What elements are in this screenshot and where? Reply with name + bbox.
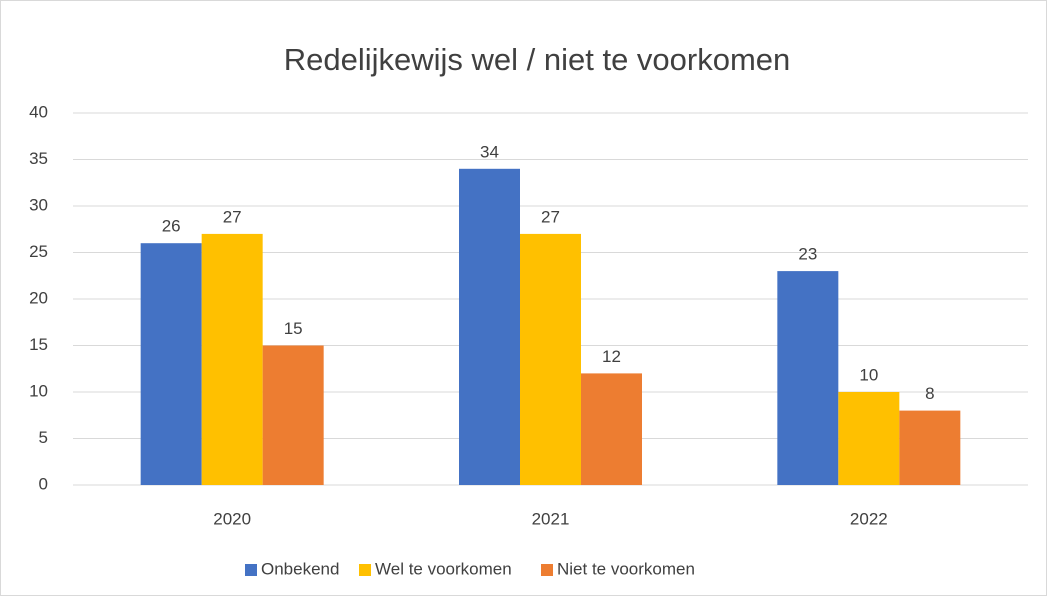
bar	[201, 233, 263, 485]
x-tick-label: 2021	[532, 509, 570, 528]
x-tick-label: 2022	[850, 509, 888, 528]
y-tick-label: 5	[39, 428, 48, 447]
legend-swatch	[541, 564, 553, 576]
bar	[140, 243, 202, 485]
chart-title: Redelijkewijs wel / niet te voorkomen	[284, 42, 791, 77]
legend-label: Onbekend	[261, 559, 339, 578]
legend-label: Wel te voorkomen	[375, 559, 512, 578]
data-label: 8	[925, 384, 934, 403]
legend-label: Niet te voorkomen	[557, 559, 695, 578]
data-label: 34	[480, 142, 499, 161]
data-label: 27	[223, 207, 242, 226]
y-tick-label: 25	[29, 242, 48, 261]
data-label: 23	[798, 245, 817, 264]
y-tick-label: 10	[29, 381, 48, 400]
y-tick-label: 20	[29, 288, 48, 307]
y-tick-label: 40	[29, 102, 48, 121]
y-tick-label: 30	[29, 195, 48, 214]
bar	[899, 410, 961, 485]
data-label: 15	[284, 319, 303, 338]
x-tick-label: 2020	[213, 509, 251, 528]
data-label: 27	[541, 207, 560, 226]
data-label: 26	[162, 217, 181, 236]
y-tick-label: 0	[39, 474, 48, 493]
bar	[777, 271, 839, 485]
bar	[581, 373, 642, 485]
bar	[459, 168, 520, 486]
data-label: 12	[602, 347, 621, 366]
bar	[262, 345, 324, 485]
bar	[520, 233, 581, 485]
legend-swatch	[359, 564, 371, 576]
y-tick-label: 15	[29, 335, 48, 354]
legend-swatch	[245, 564, 257, 576]
bar	[838, 392, 900, 485]
y-tick-label: 35	[29, 149, 48, 168]
data-label: 10	[859, 365, 878, 384]
